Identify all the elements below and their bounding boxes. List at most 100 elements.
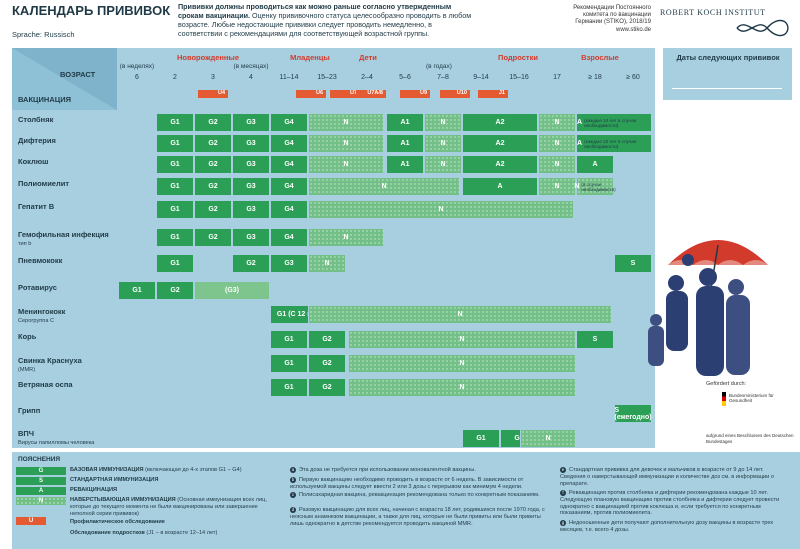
cell-code: G1 xyxy=(170,183,180,190)
vaccination-cell: N xyxy=(308,200,574,219)
vaccination-cell: G1 xyxy=(270,330,308,349)
next-vacc-line[interactable] xyxy=(672,188,782,189)
cell-code: (G3) xyxy=(225,287,239,294)
vaccination-cell: G2 xyxy=(156,281,194,300)
legend-note-2: b Первую вакцинацию необходимо проводить … xyxy=(290,477,524,490)
vaccination-cell: A xyxy=(462,177,538,196)
vaccination-cell: G2 xyxy=(194,155,232,174)
cell-code: A1 xyxy=(400,140,410,147)
vaccine-row-label: Корь xyxy=(18,333,113,341)
vaccination-cell: A2 xyxy=(462,134,538,153)
legend-a: РЕВАКЦИНАЦИЯ xyxy=(70,487,117,493)
vaccine-row-label: Грипп xyxy=(18,407,113,415)
group-infants: Младенцы xyxy=(290,53,330,62)
cell-code: N xyxy=(554,140,560,147)
cell-code: G1 xyxy=(170,260,180,267)
vaccine-name: Ротавирус xyxy=(18,283,57,292)
vaccine-row-label: Свинка Краснуха (ММR) xyxy=(18,357,113,374)
vaccine-row-label: Коклюш xyxy=(18,158,113,166)
vaccine-name: Гепатит В xyxy=(18,202,55,211)
cell-code: N xyxy=(554,119,560,126)
cell-code: G2 xyxy=(322,336,332,343)
vaccination-cell: N xyxy=(308,228,384,247)
cell-code: G4 xyxy=(284,206,294,213)
vaccine-row-label: Ротавирус xyxy=(18,284,113,292)
vaccination-cell: G4 xyxy=(270,113,308,132)
cell-code: G4 xyxy=(284,161,294,168)
vaccination-cell: G3 xyxy=(232,113,270,132)
cell-code: G3 xyxy=(246,140,256,147)
cell-code: A xyxy=(592,161,598,168)
language-label: Sprache: Russisch xyxy=(12,30,75,39)
vaccine-name: Полиомиелит xyxy=(18,179,70,188)
vaccination-cell: G1 xyxy=(156,200,194,219)
cell-code: A2 xyxy=(495,140,505,147)
cell-code: G2 xyxy=(208,140,218,147)
cell-code: N xyxy=(343,234,349,241)
legend-g: БАЗОВАЯ ИММУНИЗАЦИЯ (включающая до 4-х э… xyxy=(70,467,242,473)
cell-code: G1 xyxy=(170,140,180,147)
cell-code: N xyxy=(459,384,465,391)
cell-code: N xyxy=(545,435,551,442)
cell-code: N xyxy=(457,311,463,318)
vaccination-cell: N xyxy=(308,113,384,132)
cell-code: G4 xyxy=(284,119,294,126)
legend-s: СТАНДАРТНАЯ ИММУНИЗАЦИЯ xyxy=(70,477,159,483)
supported-by: Gefördert durch: xyxy=(706,381,747,387)
vaccination-cell: G1 xyxy=(156,254,194,273)
next-vaccinations-title: Даты следующих прививок xyxy=(676,53,780,62)
vaccine-subtitle: тип b xyxy=(18,241,32,247)
cell-code: G1 xyxy=(284,384,294,391)
next-vacc-line[interactable] xyxy=(672,148,782,149)
next-vacc-line[interactable] xyxy=(672,208,782,209)
cell-code: A xyxy=(497,183,503,190)
cell-code: G3 xyxy=(246,183,256,190)
cell-code: G2 xyxy=(208,119,218,126)
cell-code: A2 xyxy=(495,161,505,168)
cell-code: G2 xyxy=(208,206,218,213)
cell-note: (каждые 10 лет в случае необходимости) xyxy=(584,138,637,149)
vaccine-row-label: Полиомиелит xyxy=(18,180,113,188)
age-column-header: 5–6 xyxy=(399,74,411,81)
vaccination-cell: G4 xyxy=(270,200,308,219)
vaccination-cell: G2 xyxy=(308,354,346,373)
next-vacc-line[interactable] xyxy=(672,88,782,89)
vaccination-cell: A1 xyxy=(386,155,424,174)
cell-code: G1 xyxy=(170,206,180,213)
legend-note-5: e Стандартная прививка для девочек и маль… xyxy=(560,467,774,487)
legend-swatch-s: S xyxy=(16,477,66,485)
vaccination-cell: N xyxy=(308,155,384,174)
legend-n: НАВЕРСТЫВАЮЩАЯ ИММУНИЗАЦИЯ (Основная имм… xyxy=(70,497,267,517)
legend-title: ПОЯСНЕНИЯ xyxy=(18,456,61,463)
vaccination-cell: N xyxy=(538,134,576,153)
vaccine-row-label: Гемофильная инфекция тип b xyxy=(18,231,113,248)
vaccination-cell: A xyxy=(576,155,614,174)
header-corner xyxy=(12,48,117,110)
checkup-mark: U7 xyxy=(330,90,360,98)
age-column-header: ≥ 18 xyxy=(588,74,602,81)
cell-code: S xyxy=(630,260,636,267)
vaccine-name: Дифтерия xyxy=(18,136,56,145)
vaccine-row-label: Пневмококк xyxy=(18,257,113,265)
next-vacc-line[interactable] xyxy=(672,108,782,109)
cell-code: G2 xyxy=(514,435,524,442)
vaccine-row-label: Менингококк Серогруппа С xyxy=(18,308,113,325)
cell-code: G2 xyxy=(208,183,218,190)
next-vacc-line[interactable] xyxy=(672,168,782,169)
vaccination-cell: A2 xyxy=(462,113,538,132)
vaccination-cell: A (каждые 10 лет в случае необходимости) xyxy=(576,134,652,153)
vaccination-cell: G4 xyxy=(270,155,308,174)
next-vacc-line[interactable] xyxy=(672,128,782,129)
age-column-header: 2 xyxy=(173,74,177,81)
vaccination-cell: G1 xyxy=(156,228,194,247)
cell-code: G2 xyxy=(208,234,218,241)
age-column-header: ≥ 60 xyxy=(626,74,640,81)
checkup-mark: U10 xyxy=(440,90,470,98)
cell-code: G3 xyxy=(246,161,256,168)
vaccination-cell: A1 xyxy=(386,113,424,132)
vaccination-cell: G1 xyxy=(118,281,156,300)
vaccine-row-label: Столбняк xyxy=(18,116,113,124)
cell-code: G4 xyxy=(284,234,294,241)
cell-code: A1 xyxy=(400,119,410,126)
age-column-header: 6 xyxy=(135,74,139,81)
